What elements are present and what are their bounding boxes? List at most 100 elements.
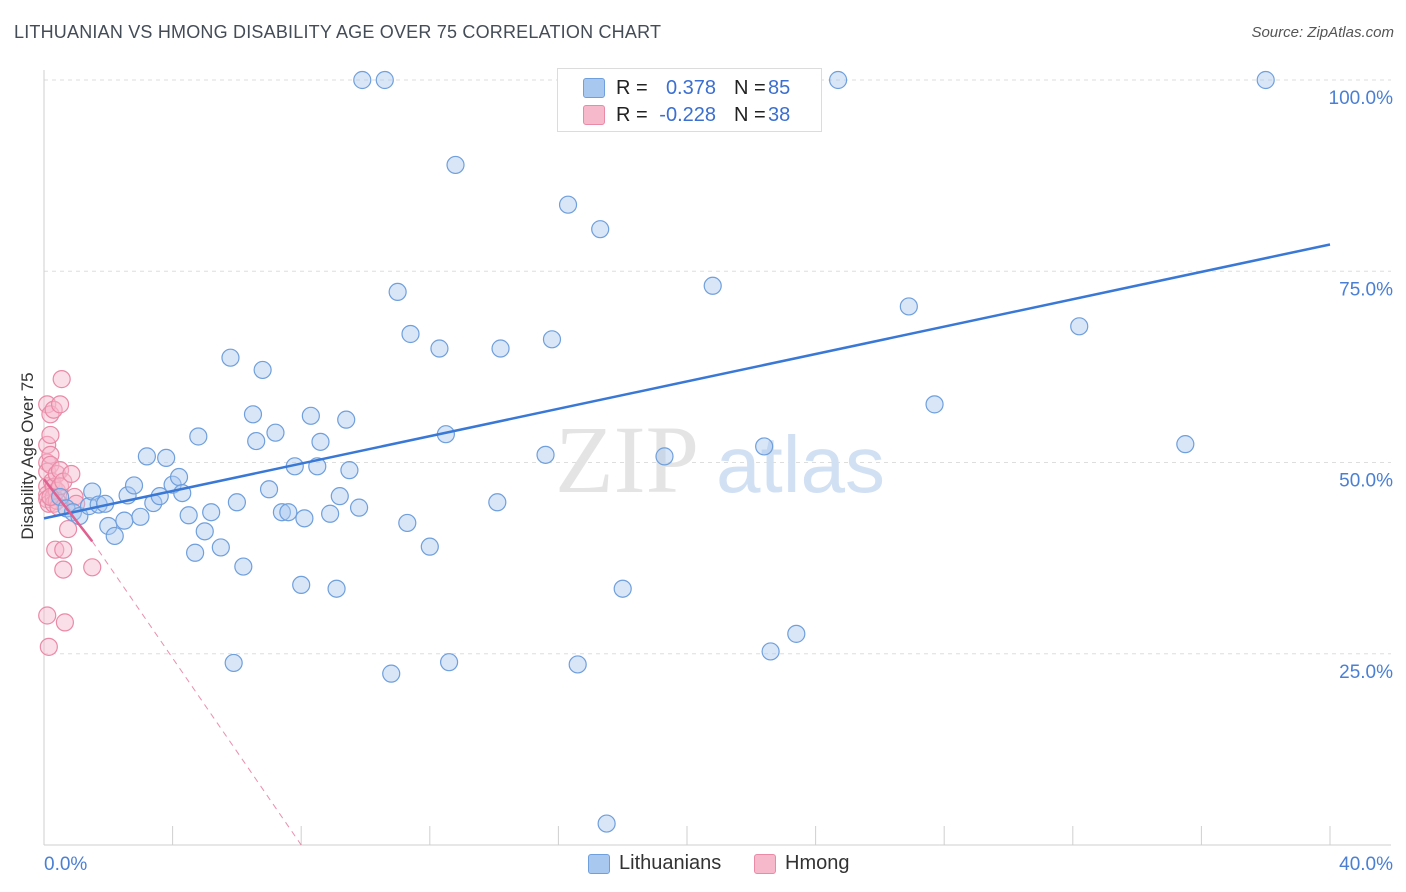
n-label: N =: [734, 104, 766, 126]
lithuanian-point: [353, 70, 372, 90]
lithuanian-point: [169, 467, 189, 487]
source-credit: Source: ZipAtlas.com: [1251, 24, 1394, 41]
hmong-point: [55, 613, 74, 632]
hmong-point: [50, 461, 70, 480]
hmong-trend-line: [43, 478, 94, 543]
y-tick-label: 25.0%: [1339, 662, 1393, 683]
lithuanian-point: [613, 579, 632, 598]
r-value: -0.228: [659, 104, 716, 126]
legend-row-hmong: R = -0.228 N = 38: [558, 102, 821, 130]
legend-row-lithuanians: R = 0.378 N = 85: [558, 75, 821, 103]
lithuanian-point: [105, 526, 124, 546]
lithuanian-point: [491, 339, 510, 358]
lithuanian-point: [337, 410, 356, 429]
y-tick-labels: 25.0% 50.0% 75.0% 100.0%: [1329, 88, 1394, 683]
hmong-label: Hmong: [785, 852, 850, 874]
lithuanian-point: [202, 503, 221, 522]
r-label: R =: [616, 77, 648, 99]
lithuanian-point: [349, 498, 369, 517]
watermark-atlas: atlas: [716, 420, 885, 509]
lithuanian-point: [755, 437, 774, 456]
n-label: N =: [734, 77, 766, 99]
lithuanian-point: [542, 330, 562, 349]
lithuanian-point: [829, 70, 848, 90]
hmong-point: [83, 558, 102, 577]
hmong-point: [38, 606, 57, 625]
lithuanian-point: [568, 655, 587, 674]
lithuanian-point: [488, 493, 507, 512]
lithuanian-point: [430, 339, 449, 358]
lithuanian-point: [137, 447, 156, 466]
y-tick-label: 100.0%: [1329, 88, 1394, 109]
lithuanian-point: [340, 461, 359, 480]
lithuanian-point: [189, 427, 208, 446]
hmong-point: [54, 560, 73, 579]
hmong-point: [50, 395, 70, 414]
lithuanian-point: [157, 448, 176, 468]
lithuanian-point: [925, 395, 944, 414]
lithuanian-point: [787, 624, 806, 643]
hmong-point: [59, 519, 78, 539]
lithuanian-point: [234, 557, 253, 576]
lithuanian-point: [259, 480, 279, 499]
hmong-swatch: [754, 854, 776, 874]
lithuanian-point: [761, 642, 780, 661]
lithuanian-point: [899, 297, 918, 316]
trend-lines: [43, 243, 1331, 846]
pink-swatch: [583, 105, 605, 125]
lithuanian-point: [439, 653, 459, 672]
lithuanian-point: [321, 504, 340, 523]
lithuanian-point: [292, 575, 311, 595]
lithuanian-point: [420, 537, 439, 556]
lithuanian-point: [195, 522, 214, 541]
grid-lines: [44, 79, 1391, 655]
lithuanian-point: [115, 511, 134, 530]
lithuanian-point: [401, 324, 420, 344]
x-tick-labels: 0.0% 40.0%: [44, 854, 1393, 875]
r-label: R =: [616, 104, 648, 126]
lithuanian-point: [388, 282, 407, 302]
lithuanian-point: [131, 507, 150, 526]
lithuanian-point: [247, 431, 266, 451]
y-tick-label: 50.0%: [1339, 471, 1393, 492]
hmong-point: [39, 637, 58, 656]
lithuanian-point: [1176, 435, 1195, 454]
lithuanian-point: [266, 423, 285, 442]
lithuanian-point: [398, 513, 417, 533]
lithuanian-trend-line: [43, 243, 1331, 520]
lithuanian-point: [272, 503, 292, 522]
lithuanians-swatch: [588, 854, 610, 874]
lithuanian-point: [1070, 317, 1089, 336]
lithuanian-point: [124, 476, 144, 495]
hmong-points: [38, 370, 102, 656]
lithuanian-point: [375, 70, 394, 90]
hmong-point: [41, 425, 60, 445]
lithuanian-point: [224, 653, 243, 673]
lithuanian-point: [382, 664, 401, 683]
lithuanian-point: [446, 155, 465, 175]
lithuanian-point: [179, 506, 198, 525]
hmong-point: [54, 540, 73, 559]
r-value: 0.378: [665, 77, 716, 99]
hmong-point: [52, 370, 71, 389]
lithuanian-point: [253, 360, 272, 380]
lithuanian-point: [186, 543, 205, 562]
lithuanian-point: [591, 220, 610, 239]
lithuanian-point: [295, 509, 314, 528]
lithuanian-point: [655, 447, 674, 466]
lithuanian-point: [536, 445, 555, 464]
correlation-legend: R = 0.378 N = 85 R = -0.228 N = 38: [557, 68, 822, 132]
lithuanian-point: [99, 516, 118, 536]
lithuanian-point: [227, 493, 246, 512]
n-value: 85: [768, 77, 791, 99]
axes: [43, 70, 1391, 846]
lithuanian-point: [311, 432, 330, 451]
hmong-point: [62, 464, 81, 484]
lithuanian-point: [330, 487, 349, 506]
lithuanians-label: Lithuanians: [619, 852, 722, 874]
blue-swatch: [583, 78, 605, 98]
hmong-trend-extension: [91, 541, 302, 846]
y-axis-label: Disability Age Over 75: [18, 372, 37, 539]
lithuanian-point: [558, 195, 578, 214]
